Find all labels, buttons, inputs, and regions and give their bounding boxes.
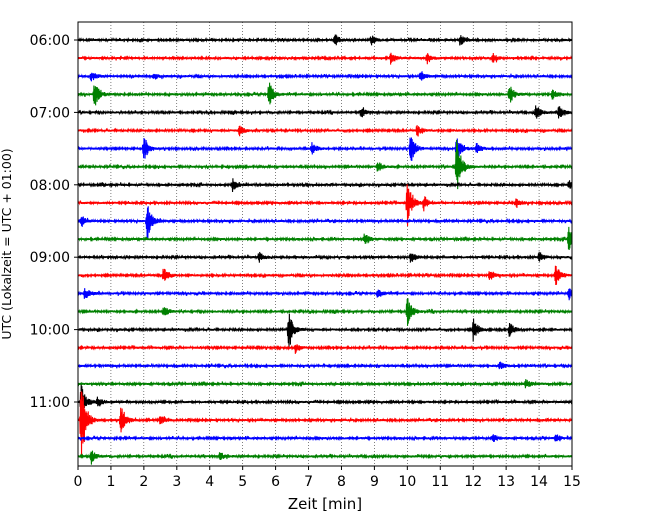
vertical-grid [110,22,540,466]
seismic-trace [77,251,573,263]
seismic-trace [77,288,573,301]
trace-layer [77,34,573,465]
x-tick-label: 11 [431,474,449,490]
seismic-trace [77,34,573,46]
y-tick-label: 07:00 [30,105,70,121]
seismic-trace [77,82,573,106]
seismic-trace [77,71,573,82]
x-tick-label: 1 [106,474,115,490]
x-tick-label: 7 [304,474,313,490]
x-tick-label: 9 [370,474,379,490]
x-tick-label: 8 [337,474,346,490]
seismic-trace [77,450,573,465]
seismic-trace [77,137,573,161]
seismic-trace [77,206,573,240]
y-tick-label: 10:00 [30,323,70,339]
seismic-trace [77,105,573,119]
y-axis-label: UTC (Lokalzeit = UTC + 01:00) [0,148,14,339]
x-tick-label: 5 [238,474,247,490]
seismic-trace [77,125,573,137]
seismic-trace [77,391,573,458]
x-tick-label: 15 [563,474,581,490]
seismic-trace [77,384,573,413]
y-axis-ticks: 06:00 07:00 08:00 09:00 10:00 11:00 [30,33,78,411]
seismic-trace [77,361,573,370]
x-tick-label: 6 [271,474,280,490]
seismic-trace [77,344,573,354]
y-tick-label: 11:00 [30,395,70,411]
seismic-trace [77,298,573,326]
x-tick-label: 4 [205,474,214,490]
x-axis-label: Zeit [min] [288,495,362,513]
seismic-trace [77,265,573,285]
y-tick-label: 06:00 [30,33,70,49]
seismic-trace [77,313,573,349]
x-tick-label: 2 [139,474,148,490]
x-tick-label: 0 [74,474,83,490]
y-tick-label: 09:00 [30,250,70,266]
plot-frame [77,21,573,467]
seismic-trace [77,139,573,190]
x-tick-label: 3 [172,474,181,490]
seismic-trace [77,379,573,389]
x-tick-label: 12 [464,474,482,490]
x-tick-label: 13 [497,474,515,490]
seismic-trace [77,226,573,251]
seismic-trace [77,434,573,442]
seismic-trace [77,184,573,227]
x-tick-label: 14 [530,474,548,490]
y-tick-label: 08:00 [30,178,70,194]
x-axis-ticks: 0 1 2 3 4 5 6 7 8 9 10 11 12 13 14 15 [74,466,581,490]
seismic-trace [77,178,573,193]
x-tick-label: 10 [398,474,416,490]
seismic-trace [77,52,573,65]
